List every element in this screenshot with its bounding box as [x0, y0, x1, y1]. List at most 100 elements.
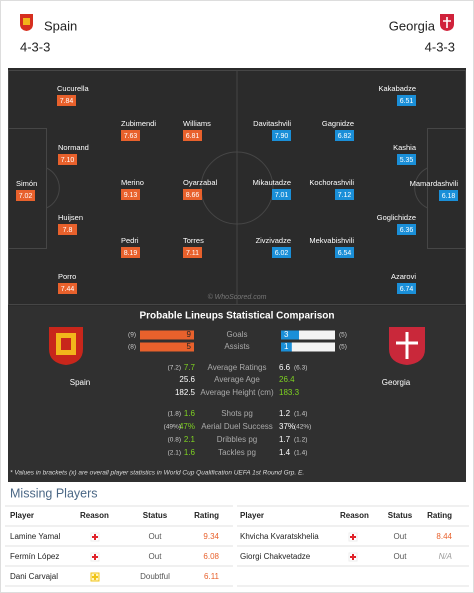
player-rating: 7.44 — [61, 286, 75, 293]
away-overall: (5) — [339, 332, 347, 339]
bar-label: Assists — [224, 342, 249, 351]
home-stat: 1.6 — [184, 448, 196, 457]
rating: 6.08 — [203, 552, 219, 561]
pitch-lines — [8, 70, 466, 305]
away-stat: 26.4 — [279, 375, 295, 384]
player-name: Mikautadze — [253, 178, 291, 187]
away-overall: (1.4) — [294, 450, 307, 457]
home-overall: (2.1) — [168, 450, 181, 457]
player-rating: 7.01 — [275, 192, 289, 199]
player-name: Davitashvili — [253, 119, 291, 128]
reason-icon — [92, 534, 98, 540]
rating-badge — [183, 189, 202, 200]
player: Giorgi Chakvetadze — [240, 552, 311, 561]
away-value: 1 — [284, 342, 289, 351]
player-name: Torres — [183, 236, 204, 245]
spain-flag-icon — [20, 14, 33, 31]
home-team: Spain — [44, 18, 77, 33]
away-value: 3 — [284, 330, 289, 339]
bar-label: Goals — [227, 330, 248, 339]
home-stat: 182.5 — [175, 388, 196, 397]
table-header: Player — [10, 511, 34, 520]
rating-badge — [58, 224, 77, 235]
rating-badge — [57, 95, 76, 106]
player-name: Zubimendi — [121, 119, 156, 128]
away-formation: 4-3-3 — [425, 39, 455, 54]
reason-icon — [92, 574, 98, 580]
away-overall: (42%) — [294, 424, 311, 431]
stat-label: Average Ratings — [208, 363, 267, 372]
home-overall: (1.8) — [168, 411, 181, 418]
table-header: Rating — [194, 511, 219, 520]
rating-badge — [439, 190, 458, 201]
player: Fermín López — [10, 552, 59, 561]
away-stat: 37% — [279, 422, 295, 431]
player-name: Kakabadze — [378, 84, 416, 93]
player-name: Williams — [183, 119, 211, 128]
status: Out — [394, 532, 408, 541]
watermark: © WhoScored.com — [208, 293, 267, 301]
rating-badge — [58, 283, 77, 294]
player-rating: 8.66 — [186, 192, 200, 199]
missing-title: Missing Players — [10, 486, 98, 500]
player-name: Merino — [121, 178, 144, 187]
player-rating: 7.84 — [60, 98, 74, 105]
player-rating: 6.51 — [400, 98, 414, 105]
player-name: Simón — [16, 179, 37, 188]
away-stat: 6.6 — [279, 363, 291, 372]
away-stat: 1.2 — [279, 409, 291, 418]
home-stat: 7.7 — [184, 363, 196, 372]
player-rating: 5.35 — [400, 157, 414, 164]
player-rating: 6.02 — [275, 250, 289, 257]
rating-badge — [121, 189, 140, 200]
away-team-label: Georgia — [382, 378, 411, 387]
table-header: Status — [388, 511, 413, 520]
reason-icon — [92, 554, 98, 560]
away-team: Georgia — [389, 18, 436, 33]
away-stat: 1.4 — [279, 448, 291, 457]
status: Out — [394, 552, 408, 561]
stat-label: Aerial Duel Success — [201, 422, 273, 431]
away-stat: 183.3 — [279, 388, 300, 397]
player-rating: 7.8 — [63, 227, 73, 234]
player-rating: 6.82 — [338, 133, 352, 140]
reason-icon — [350, 554, 356, 560]
player-rating: 7.12 — [338, 192, 352, 199]
rating-badge — [121, 247, 140, 258]
rating-badge — [397, 283, 416, 294]
rating: 6.11 — [204, 572, 220, 581]
rating-badge — [397, 154, 416, 165]
table-header: Player — [240, 511, 264, 520]
rating: N/A — [439, 552, 452, 561]
table-header: Reason — [80, 511, 109, 520]
player-name: Huijsen — [58, 213, 83, 222]
player-rating: 7.63 — [124, 133, 138, 140]
home-team-label: Spain — [70, 378, 90, 387]
player-name: Kashia — [393, 143, 417, 152]
reason-icon — [350, 534, 356, 540]
rating-badge — [335, 130, 354, 141]
home-stat: 47% — [179, 422, 195, 431]
rating-badge — [272, 130, 291, 141]
rating-badge — [272, 189, 291, 200]
home-overall: (7.2) — [168, 365, 181, 372]
player-rating: 6.74 — [400, 286, 414, 293]
stat-label: Tackles pg — [218, 448, 256, 457]
rating-badge — [397, 224, 416, 235]
player-name: Gagnidze — [322, 119, 354, 128]
player-name: Kochorashvili — [309, 178, 354, 187]
home-stat: 1.6 — [184, 409, 196, 418]
home-bar — [140, 330, 194, 340]
away-overall: (6.3) — [294, 365, 307, 372]
home-overall: (0.8) — [168, 437, 181, 444]
home-bar — [140, 342, 194, 352]
table-header: Rating — [427, 511, 452, 520]
home-overall: (8) — [128, 344, 136, 351]
stat-label: Average Height (cm) — [200, 388, 274, 397]
rating-badge — [16, 190, 35, 201]
away-bar — [281, 330, 299, 340]
player-rating: 6.81 — [186, 133, 200, 140]
player-name: Cucurella — [57, 84, 90, 93]
home-formation: 4-3-3 — [20, 39, 50, 54]
